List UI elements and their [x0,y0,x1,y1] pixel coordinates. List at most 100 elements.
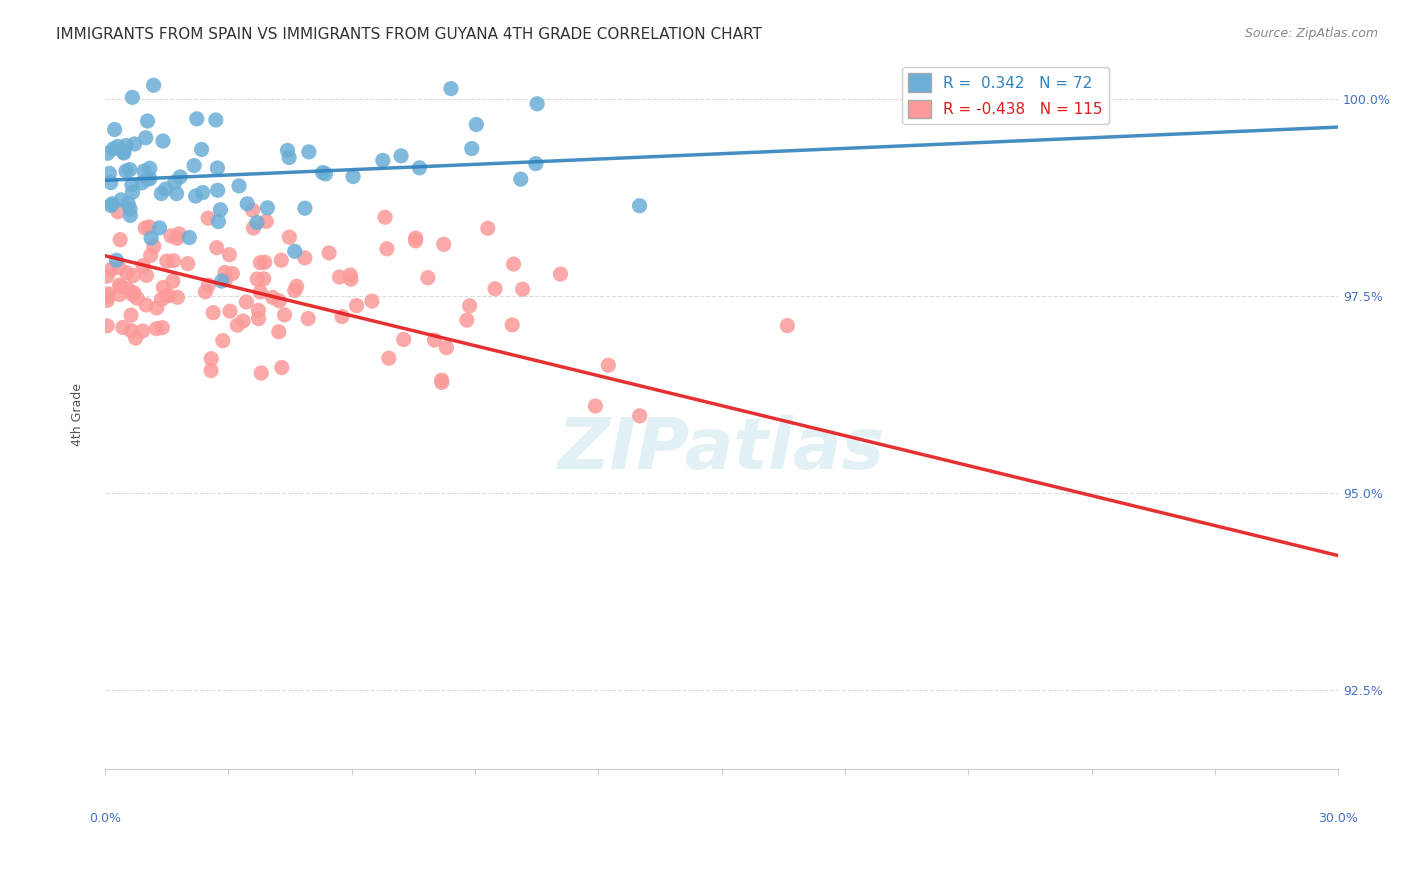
Immigrants from Spain [155,182,177,196]
Immigrants from Spain [105,253,128,268]
Immigrants from Guyana [328,270,350,285]
Immigrants from Spain [135,130,157,145]
Immigrants from Spain [117,196,139,211]
Immigrants from Guyana [502,257,524,271]
Immigrants from Guyana [247,303,270,318]
Immigrants from Guyana [155,289,177,303]
Immigrants from Guyana [405,234,427,248]
Immigrants from Spain [207,161,229,175]
Immigrants from Spain [115,138,138,153]
Immigrants from Guyana [512,282,534,296]
Immigrants from Guyana [458,299,481,313]
Immigrants from Guyana [124,331,146,345]
Immigrants from Spain [190,143,212,157]
Immigrants from Guyana [249,285,271,299]
Immigrants from Guyana [100,262,122,277]
Immigrants from Guyana [121,287,143,301]
Immigrants from Spain [371,153,394,168]
Y-axis label: 4th Grade: 4th Grade [72,383,84,445]
Immigrants from Guyana [378,351,401,366]
Immigrants from Spain [526,96,548,111]
Immigrants from Spain [207,183,229,197]
Immigrants from Guyana [297,311,319,326]
Immigrants from Guyana [131,324,153,338]
Immigrants from Guyana [132,259,155,273]
Immigrants from Guyana [139,248,162,262]
Immigrants from Guyana [197,211,219,226]
Immigrants from Guyana [145,301,167,315]
Immigrants from Guyana [194,285,217,299]
Immigrants from Guyana [221,267,243,281]
Immigrants from Guyana [202,306,225,320]
Immigrants from Spain [150,186,173,201]
Immigrants from Guyana [242,203,264,218]
Immigrants from Spain [408,161,430,175]
Immigrants from Guyana [628,409,651,423]
Immigrants from Spain [112,145,135,159]
Immigrants from Guyana [361,294,384,309]
Immigrants from Spain [103,142,125,156]
Immigrants from Guyana [598,358,620,372]
Immigrants from Guyana [416,270,439,285]
Immigrants from Spain [179,230,201,244]
Immigrants from Spain [101,196,124,211]
Immigrants from Spain [628,199,651,213]
Immigrants from Guyana [270,253,292,268]
Immigrants from Guyana [200,363,222,377]
Immigrants from Guyana [127,291,149,305]
Immigrants from Guyana [156,254,179,268]
Immigrants from Spain [246,216,269,230]
Immigrants from Guyana [135,268,157,283]
Immigrants from Guyana [122,268,145,283]
Immigrants from Guyana [585,399,607,413]
Immigrants from Spain [211,274,233,288]
Immigrants from Guyana [167,227,190,241]
Immigrants from Spain [136,114,159,128]
Immigrants from Spain [209,202,232,217]
Immigrants from Guyana [242,221,264,235]
Immigrants from Guyana [108,260,131,275]
Immigrants from Guyana [157,288,180,302]
Immigrants from Guyana [1286,880,1309,892]
Immigrants from Guyana [96,318,118,333]
Legend: R =  0.342   N = 72, R = -0.438   N = 115: R = 0.342 N = 72, R = -0.438 N = 115 [901,67,1109,124]
Immigrants from Guyana [115,266,138,280]
Immigrants from Guyana [285,279,308,293]
Immigrants from Guyana [249,255,271,269]
Immigrants from Guyana [375,242,398,256]
Immigrants from Guyana [235,295,257,310]
Immigrants from Guyana [294,251,316,265]
Immigrants from Guyana [550,267,572,281]
Immigrants from Spain [509,172,531,186]
Immigrants from Guyana [150,320,173,334]
Immigrants from Spain [110,193,132,207]
Immigrants from Guyana [110,279,132,293]
Immigrants from Guyana [776,318,799,333]
Immigrants from Spain [186,112,208,126]
Immigrants from Spain [97,146,120,161]
Immigrants from Guyana [346,299,368,313]
Immigrants from Spain [389,149,412,163]
Immigrants from Guyana [392,333,415,347]
Immigrants from Spain [461,142,484,156]
Immigrants from Guyana [501,318,523,332]
Immigrants from Spain [139,161,162,176]
Text: ZIPatlas: ZIPatlas [558,415,886,484]
Immigrants from Spain [107,139,129,153]
Immigrants from Spain [169,169,191,184]
Immigrants from Guyana [166,290,188,304]
Immigrants from Guyana [226,318,249,333]
Immigrants from Spain [342,169,364,184]
Immigrants from Guyana [162,253,184,268]
Immigrants from Guyana [269,293,291,308]
Immigrants from Guyana [96,293,118,308]
Immigrants from Spain [98,166,121,180]
Immigrants from Spain [191,186,214,200]
Immigrants from Guyana [273,308,295,322]
Immigrants from Guyana [150,293,173,307]
Immigrants from Guyana [330,310,353,324]
Immigrants from Guyana [270,360,292,375]
Immigrants from Guyana [108,287,131,301]
Immigrants from Guyana [120,308,142,322]
Immigrants from Spain [104,122,127,136]
